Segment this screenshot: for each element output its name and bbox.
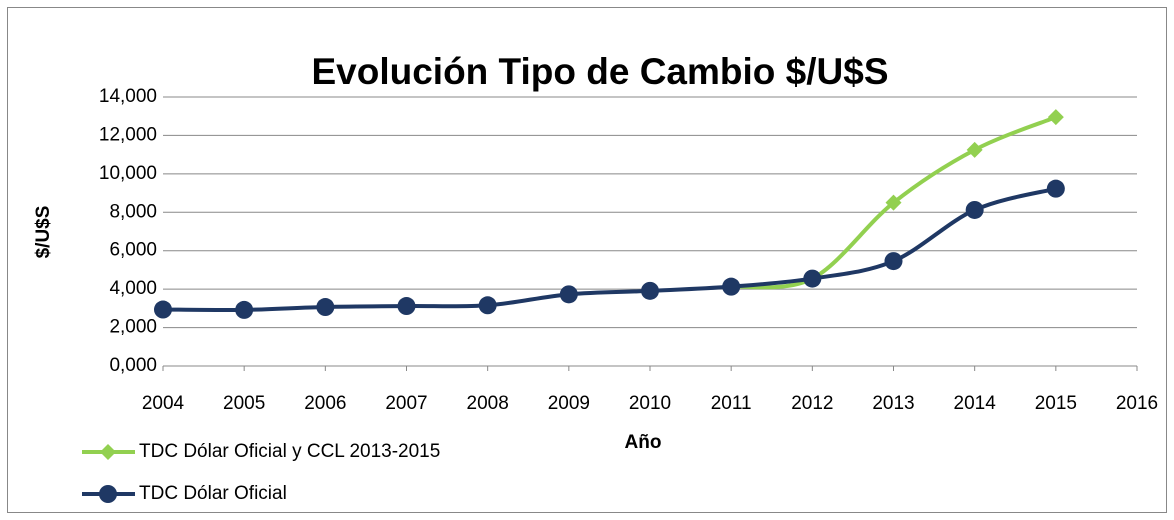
x-tick-label: 2010 — [629, 393, 671, 414]
x-tick-label: 2015 — [1035, 393, 1077, 414]
y-tick-label: 8,000 — [109, 201, 157, 222]
data-point — [478, 296, 497, 315]
data-point — [884, 252, 903, 271]
y-tick-label: 4,000 — [109, 278, 157, 299]
data-point — [966, 141, 983, 158]
legend-label: TDC Dólar Oficial — [139, 483, 287, 504]
x-tick-label: 2008 — [467, 393, 509, 414]
data-point — [1047, 109, 1064, 126]
chart-border — [7, 7, 1167, 513]
chart-title: Evolución Tipo de Cambio $/U$S — [311, 51, 888, 92]
data-point — [559, 285, 578, 304]
y-tick-label: 6,000 — [109, 240, 157, 261]
x-tick-label: 2012 — [791, 393, 833, 414]
data-point — [316, 298, 335, 317]
x-tick-label: 2014 — [954, 393, 997, 414]
data-point — [154, 300, 172, 319]
y-tick-label: 14,000 — [99, 86, 157, 107]
y-axis-title: $/U$S — [33, 206, 54, 259]
x-tick-label: 2007 — [385, 393, 427, 414]
y-tick-label: 2,000 — [109, 317, 157, 338]
x-tick-label: 2006 — [304, 393, 346, 414]
data-point — [803, 269, 822, 288]
data-point — [965, 200, 984, 219]
y-tick-label: 12,000 — [99, 124, 157, 145]
y-tick-label: 10,000 — [99, 163, 157, 184]
data-point — [722, 277, 741, 296]
legend-marker — [99, 485, 117, 503]
data-point — [235, 300, 254, 319]
data-point — [885, 194, 902, 211]
x-tick-label: 2004 — [142, 393, 185, 414]
x-tick-label: 2005 — [223, 393, 265, 414]
y-tick-label: 0,000 — [109, 355, 157, 376]
legend-marker — [100, 444, 116, 460]
legend-label: TDC Dólar Oficial y CCL 2013-2015 — [139, 441, 440, 462]
x-axis-title: Año — [625, 432, 662, 453]
data-point — [397, 297, 416, 316]
x-tick-label: 2009 — [548, 393, 590, 414]
x-tick-label: 2016 — [1116, 393, 1158, 414]
x-tick-label: 2011 — [711, 393, 752, 414]
data-point — [1046, 179, 1065, 198]
data-point — [641, 281, 659, 300]
x-tick-label: 2013 — [872, 393, 914, 414]
